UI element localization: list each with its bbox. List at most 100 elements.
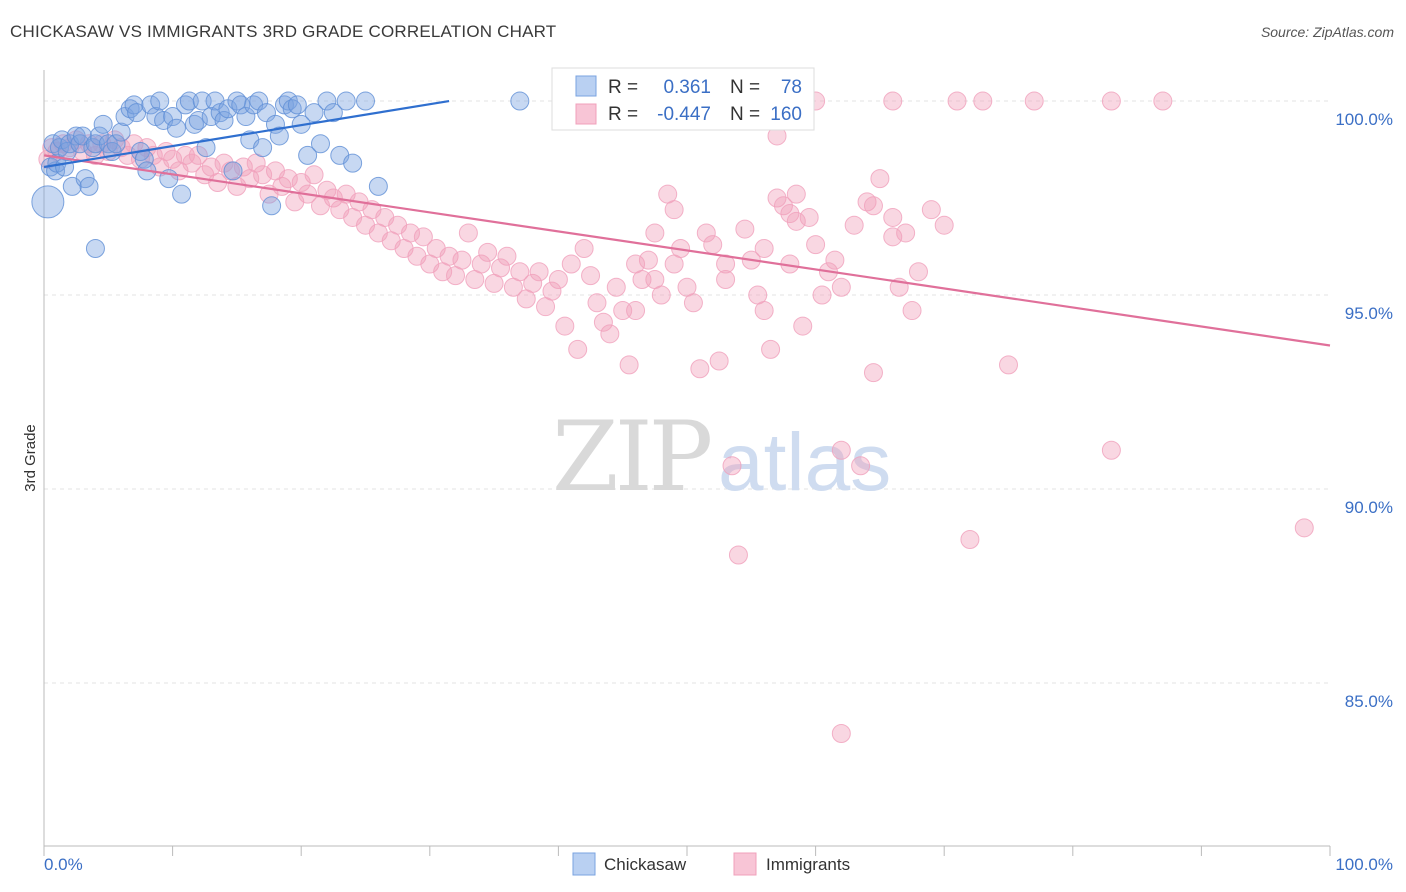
chickasaw-point bbox=[343, 153, 363, 173]
immigrants-point bbox=[401, 223, 421, 243]
immigrants-point bbox=[587, 293, 607, 313]
legend-label-chickasaw: Chickasaw bbox=[604, 855, 687, 874]
stats-n-value-chickasaw: 78 bbox=[781, 77, 802, 98]
x-axis-ticks bbox=[43, 846, 1331, 856]
immigrants-point bbox=[452, 250, 472, 270]
immigrants-point bbox=[510, 262, 530, 282]
chart-title: CHICKASAW VS IMMIGRANTS 3RD GRADE CORREL… bbox=[10, 22, 557, 41]
immigrants-point bbox=[664, 200, 684, 220]
immigrants-point bbox=[574, 238, 594, 258]
chickasaw-point bbox=[141, 95, 161, 115]
chickasaw-point bbox=[323, 103, 343, 123]
immigrants-trend-line bbox=[43, 154, 1331, 347]
immigrants-point bbox=[317, 180, 337, 200]
chickasaw-point bbox=[55, 157, 75, 177]
chickasaw-point bbox=[269, 126, 289, 146]
stats-n-label-chickasaw: N = bbox=[730, 77, 760, 98]
immigrants-point bbox=[735, 219, 755, 239]
chickasaw-point bbox=[510, 91, 530, 111]
immigrants-point bbox=[581, 266, 601, 286]
chickasaw-point bbox=[368, 176, 388, 196]
immigrants-point bbox=[793, 316, 813, 336]
immigrants-point bbox=[600, 324, 620, 344]
watermark-atlas: atlas bbox=[718, 417, 891, 508]
immigrants-points bbox=[38, 91, 1314, 743]
immigrants-point bbox=[722, 456, 742, 476]
immigrants-point bbox=[568, 339, 588, 359]
legend-swatch-chickasaw bbox=[572, 852, 596, 876]
immigrants-point bbox=[883, 207, 903, 227]
watermark-zip: ZIP bbox=[552, 401, 711, 513]
chickasaw-point bbox=[304, 103, 324, 123]
chickasaw-point bbox=[214, 110, 234, 130]
legend-swatch-immigrants bbox=[733, 852, 757, 876]
immigrants-point bbox=[870, 169, 890, 189]
source-label: Source: ZipAtlas.com bbox=[1260, 24, 1394, 40]
immigrants-point bbox=[696, 223, 716, 243]
chickasaw-point bbox=[201, 107, 221, 127]
y-tick-labels: 100.0% 95.0% 90.0% 85.0% bbox=[1335, 110, 1393, 711]
immigrants-point bbox=[773, 196, 793, 216]
chickasaw-point bbox=[356, 91, 375, 111]
immigrants-point bbox=[767, 188, 787, 208]
immigrants-point bbox=[555, 316, 575, 336]
immigrants-point bbox=[831, 277, 851, 297]
immigrants-point bbox=[690, 359, 710, 379]
immigrants-point bbox=[638, 250, 658, 270]
immigrants-point bbox=[761, 339, 781, 359]
immigrants-point bbox=[491, 258, 511, 278]
immigrants-point bbox=[786, 184, 806, 204]
immigrants-point bbox=[973, 91, 993, 111]
immigrants-point bbox=[754, 301, 774, 321]
y-tick-label: 100.0% bbox=[1335, 110, 1393, 129]
immigrants-point bbox=[92, 134, 112, 154]
immigrants-point bbox=[716, 254, 736, 274]
immigrants-point bbox=[413, 227, 433, 247]
trend-lines bbox=[43, 99, 1331, 347]
stats-r-label-chickasaw: R = bbox=[608, 77, 638, 98]
immigrants-point bbox=[1101, 440, 1121, 460]
chickasaw-point bbox=[93, 114, 113, 134]
immigrants-point bbox=[825, 250, 845, 270]
immigrants-point bbox=[799, 207, 819, 227]
immigrants-point bbox=[529, 262, 549, 282]
immigrants-point bbox=[780, 204, 800, 224]
chickasaw-point bbox=[184, 114, 204, 134]
chickasaw-point bbox=[253, 138, 273, 158]
immigrants-point bbox=[593, 312, 613, 332]
legend-label-immigrants: Immigrants bbox=[766, 855, 850, 874]
immigrants-point bbox=[626, 254, 646, 274]
immigrants-point bbox=[188, 145, 208, 165]
immigrants-point bbox=[478, 242, 498, 262]
immigrants-point bbox=[606, 277, 626, 297]
chickasaw-point bbox=[85, 238, 105, 258]
chickasaw-point bbox=[196, 138, 216, 158]
chickasaw-point bbox=[124, 95, 144, 115]
chickasaw-point bbox=[236, 107, 256, 127]
chickasaw-point bbox=[249, 91, 269, 111]
immigrants-point bbox=[1294, 518, 1314, 538]
immigrants-point bbox=[542, 281, 562, 301]
immigrants-point bbox=[934, 215, 954, 235]
x-tick-label-max: 100.0% bbox=[1335, 855, 1393, 874]
immigrants-point bbox=[619, 355, 639, 375]
immigrants-point bbox=[908, 262, 928, 282]
immigrants-point bbox=[831, 440, 851, 460]
chickasaw-points bbox=[31, 91, 530, 258]
immigrants-point bbox=[1153, 91, 1173, 111]
immigrants-point bbox=[716, 270, 736, 290]
immigrants-point bbox=[497, 246, 517, 266]
immigrants-point bbox=[786, 211, 806, 231]
chickasaw-point bbox=[163, 107, 183, 127]
immigrants-point bbox=[851, 456, 871, 476]
immigrants-point bbox=[863, 363, 883, 383]
chickasaw-point bbox=[298, 145, 318, 165]
immigrants-point bbox=[883, 227, 903, 247]
immigrants-point bbox=[806, 235, 826, 255]
stats-swatch-chickasaw bbox=[575, 75, 597, 97]
chickasaw-point bbox=[188, 110, 208, 130]
immigrants-point bbox=[863, 196, 883, 216]
y-axis-label: 3rd Grade bbox=[22, 424, 39, 492]
chickasaw-point bbox=[172, 184, 192, 204]
chickasaw-point bbox=[31, 185, 65, 219]
